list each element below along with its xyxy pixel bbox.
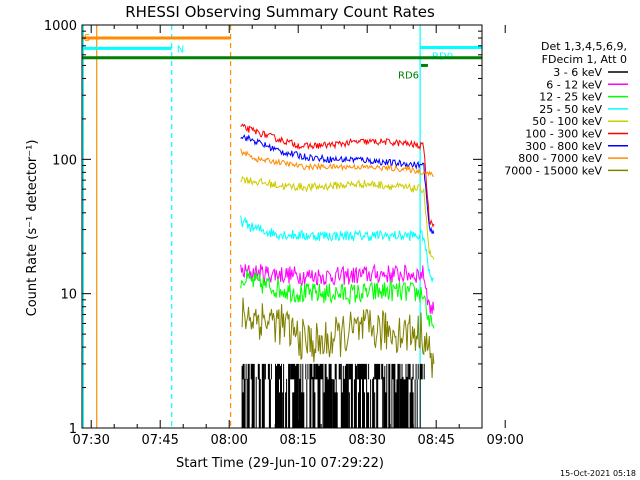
series-line-2 <box>240 269 435 329</box>
y-tick-label-0: 1 <box>69 422 77 437</box>
series-lines <box>240 123 435 379</box>
x-tick-label-6: 09:00 <box>486 433 523 448</box>
y-ticks: 1 10 100 1000 <box>44 19 482 437</box>
legend-header-0: Det 1,3,4,5,6,9, <box>541 40 627 53</box>
x-ticks: 07:30 07:45 08:00 08:15 08:30 08:45 09:00 <box>72 25 524 448</box>
legend-label-0: 3 - 6 keV <box>553 66 602 79</box>
axes <box>81 24 483 429</box>
series-line-0 <box>241 363 425 428</box>
flag-label-3: RD6 <box>398 70 419 81</box>
footer-timestamp: 15-Oct-2021 05:18 <box>560 469 636 478</box>
x-axis-label: Start Time (29-Jun-10 07:29:22) <box>176 456 384 471</box>
flag-label-1: N <box>177 44 184 55</box>
low-energy-noise <box>241 363 425 428</box>
chart-title: RHESSI Observing Summary Count Rates <box>125 3 435 21</box>
legend-label-2: 12 - 25 keV <box>539 91 602 104</box>
legend-label-6: 300 - 800 keV <box>525 140 602 153</box>
legend-label-1: 6 - 12 keV <box>546 78 602 91</box>
legend-label-3: 25 - 50 keV <box>539 103 602 116</box>
legend-label-4: 50 - 100 keV <box>532 115 602 128</box>
x-tick-label-1: 07:45 <box>141 433 178 448</box>
legend-label-7: 800 - 7000 keV <box>518 152 602 165</box>
y-tick-label-2: 100 <box>52 153 77 168</box>
series-line-8 <box>241 297 435 379</box>
x-tick-label-2: 08:00 <box>210 433 247 448</box>
y-axis-label: Count Rate (s⁻¹ detector⁻¹) <box>25 140 40 317</box>
flag-label-0: S <box>84 33 90 44</box>
legend-header-1: FDecim 1, Att 0 <box>542 53 627 66</box>
series-line-6 <box>240 134 435 234</box>
series-line-1 <box>240 263 435 315</box>
flag-bars: SNRD0RD6 <box>82 33 482 81</box>
series-line-5 <box>240 123 435 228</box>
x-tick-label-3: 08:15 <box>279 433 316 448</box>
plot-frame <box>81 24 483 429</box>
series-line-3 <box>240 215 435 284</box>
y-tick-label-1: 10 <box>60 288 77 303</box>
series-line-4 <box>240 175 435 260</box>
vertical-markers <box>82 25 421 428</box>
x-tick-label-5: 08:45 <box>417 433 454 448</box>
legend-label-8: 7000 - 15000 keV <box>504 164 602 177</box>
legend: Det 1,3,4,5,6,9,FDecim 1, Att 03 - 6 keV… <box>504 40 628 177</box>
x-tick-label-0: 07:30 <box>72 433 109 448</box>
y-tick-label-3: 1000 <box>44 19 77 34</box>
legend-label-5: 100 - 300 keV <box>525 128 602 141</box>
x-tick-label-4: 08:30 <box>348 433 385 448</box>
series-line-7 <box>240 148 435 177</box>
